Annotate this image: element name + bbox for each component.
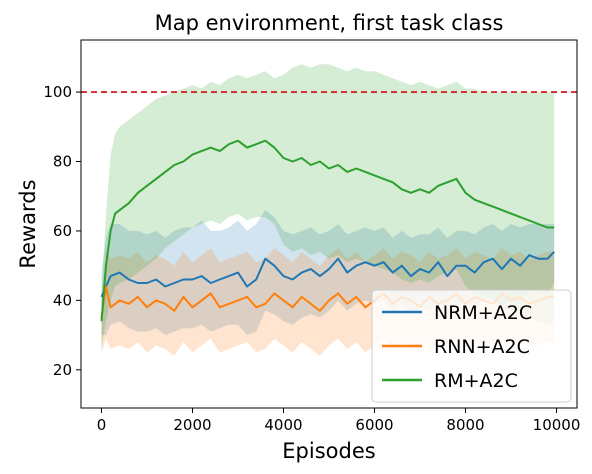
y-axis-label: Rewards <box>16 179 40 268</box>
line-series-3 <box>100 139 555 322</box>
x-tick-label: 0 <box>97 416 107 434</box>
y-tick-label: 80 <box>53 153 72 171</box>
y-tick-label: 60 <box>53 222 72 240</box>
x-tick-label: 2000 <box>173 416 211 434</box>
y-axis-ticks: 20 40 60 80 100 <box>43 83 81 379</box>
chart-title: Map environment, first task class <box>155 11 504 35</box>
legend-box <box>371 289 572 403</box>
x-tick-label: 6000 <box>355 416 393 434</box>
legend-label: NRM+A2C <box>434 302 532 324</box>
y-tick-label: 100 <box>43 83 72 101</box>
y-tick-label: 20 <box>53 361 72 379</box>
band-series-3 <box>101 64 555 350</box>
x-tick-label: 8000 <box>446 416 484 434</box>
legend-label: RM+A2C <box>434 370 518 392</box>
y-tick-label: 40 <box>53 291 72 309</box>
x-tick-label: 10000 <box>533 416 581 434</box>
legend: NRM+A2C RNN+A2C RM+A2C <box>371 289 572 403</box>
legend-label: RNN+A2C <box>434 336 530 358</box>
x-axis-ticks: 0 2000 4000 6000 8000 10000 <box>97 408 581 434</box>
line-series-1 <box>100 251 555 298</box>
plot-frame <box>80 39 578 409</box>
x-tick-label: 4000 <box>264 416 302 434</box>
x-axis-label: Episodes <box>282 439 375 463</box>
